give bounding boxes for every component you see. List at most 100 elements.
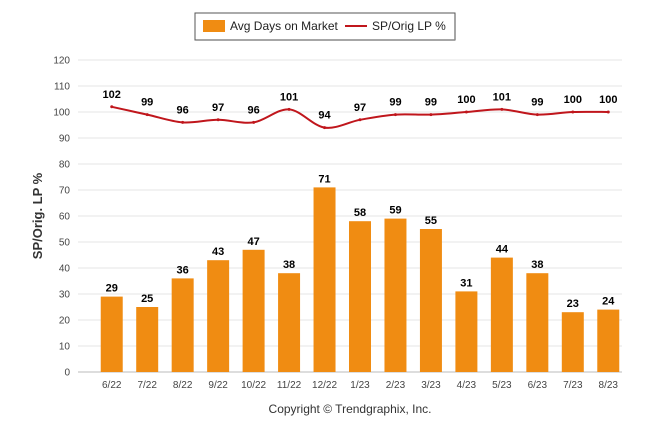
bar-data-labels: 29 25 36 43 47 38 71 58 59 55 31 44 38 23 24 [106,173,616,310]
x-tick-label: 7/22 [137,380,157,391]
line-value-label: 96 [247,104,259,116]
x-tick-label: 2/23 [386,380,406,391]
y-axis-title: SP/Orig. LP % [30,172,45,259]
line-point [110,105,114,109]
x-axis-ticks: 6/22 7/22 8/22 9/22 10/22 11/22 12/22 1/23 2/23 3… [102,380,618,391]
line-value-label: 100 [599,94,617,106]
bar-value-label: 29 [106,283,118,295]
bar-value-label: 38 [283,259,295,271]
line-point [606,110,610,114]
line-value-label: 99 [531,97,543,109]
copyright-text: Copyright © Trendgraphix, Inc. [269,402,432,416]
x-tick-label: 8/22 [173,380,193,391]
legend-box [194,12,456,41]
bar [313,187,336,372]
line-value-label: 94 [318,110,331,122]
line-value-label: 101 [493,91,511,103]
y-tick-label: 100 [53,108,70,119]
bar [490,257,513,372]
x-tick-label: 8/23 [599,380,619,391]
bar [171,278,194,372]
legend-swatch-days-on-market [203,20,225,32]
line-value-label: 100 [564,94,582,106]
x-tick-label: 7/23 [563,380,583,391]
y-tick-label: 0 [64,368,70,379]
y-tick-label: 70 [59,186,71,197]
y-tick-label: 60 [59,212,71,223]
line-point [323,126,327,130]
line-value-label: 97 [212,102,224,114]
line-point [464,110,468,114]
bar [384,218,407,372]
line-value-label: 99 [389,97,401,109]
bar-value-label: 71 [318,173,330,185]
x-tick-label: 1/23 [350,380,370,391]
x-tick-label: 12/22 [312,380,337,391]
bar-value-label: 58 [354,207,366,219]
x-tick-label: 10/22 [241,380,266,391]
line-point [145,113,149,117]
bar-value-label: 47 [247,236,259,248]
line-point [535,113,539,117]
line-value-label: 101 [280,91,298,103]
x-tick-label: 5/23 [492,380,512,391]
bar-series [100,187,620,372]
x-tick-label: 6/22 [102,380,122,391]
line-value-label: 97 [354,102,366,114]
line-point [252,120,256,124]
bar-value-label: 36 [177,264,189,276]
x-tick-label: 9/22 [208,380,228,391]
line-point [571,110,575,114]
y-tick-label: 40 [59,264,71,275]
line-value-label: 100 [457,94,475,106]
y-tick-label: 80 [59,160,71,171]
line-value-label: 96 [177,104,189,116]
line-series [110,105,610,130]
line-data-labels: 102 99 96 97 96 101 94 97 99 99 100 101 99 100 100 [103,89,618,122]
bar [136,307,159,372]
line-value-label: 99 [141,97,153,109]
line-point [500,107,504,111]
line-point [429,113,433,117]
x-tick-label: 6/23 [528,380,548,391]
bar [561,312,584,372]
bar [349,221,371,372]
y-tick-label: 50 [59,238,71,249]
bar [526,273,549,372]
bar [100,296,123,372]
bar [419,229,442,372]
y-tick-label: 30 [59,290,71,301]
x-tick-label: 3/23 [421,380,441,391]
bar-value-label: 24 [602,296,615,308]
y-axis-ticks: 0 10 20 30 40 50 60 70 80 90 100 110 120 [53,56,70,379]
line-point [393,113,397,117]
legend: Avg Days on Market SP/Orig LP % [194,12,456,41]
bar-value-label: 25 [141,293,153,305]
bar-value-label: 43 [212,246,224,258]
y-tick-label: 110 [54,82,70,93]
bar [207,260,230,372]
line-point [181,120,185,124]
bar [242,249,265,372]
y-tick-label: 90 [59,134,71,145]
bar-value-label: 55 [425,215,437,227]
x-tick-label: 11/22 [277,380,302,391]
bar-value-label: 44 [496,244,509,256]
bar-value-label: 31 [460,277,472,289]
legend-label-sp-orig-lp: SP/Orig LP % [372,19,446,33]
bar-value-label: 38 [531,259,543,271]
x-tick-label: 4/23 [457,380,477,391]
bar [278,273,301,372]
bar-value-label: 23 [567,298,579,310]
bar [455,291,478,372]
line-point [358,118,362,122]
legend-label-days-on-market: Avg Days on Market [230,19,338,33]
y-tick-label: 120 [53,56,70,67]
line-value-label: 102 [103,89,121,101]
line-point [287,107,291,111]
y-tick-label: 20 [59,316,71,327]
y-tick-label: 10 [59,342,71,353]
bar [597,309,620,372]
bar-value-label: 59 [389,205,401,217]
